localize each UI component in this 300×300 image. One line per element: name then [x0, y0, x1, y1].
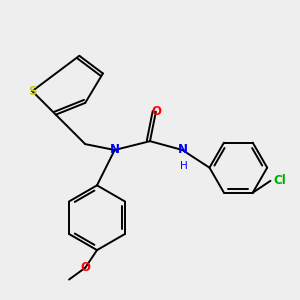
Text: N: N — [110, 143, 120, 157]
Text: O: O — [151, 105, 161, 118]
Text: Cl: Cl — [273, 174, 286, 188]
Text: S: S — [28, 85, 37, 98]
Text: O: O — [80, 261, 90, 274]
Text: H: H — [180, 161, 188, 171]
Text: N: N — [177, 143, 188, 157]
